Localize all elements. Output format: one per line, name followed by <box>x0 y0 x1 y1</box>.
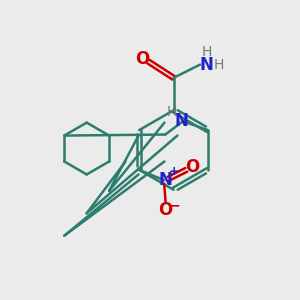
Text: O: O <box>135 50 149 68</box>
Text: N: N <box>200 56 214 74</box>
Text: H: H <box>201 45 212 59</box>
Text: H: H <box>167 105 177 119</box>
Text: H: H <box>214 58 224 72</box>
Text: −: − <box>169 199 180 213</box>
Text: O: O <box>158 201 173 219</box>
Text: N: N <box>175 112 188 130</box>
Text: +: + <box>168 165 179 178</box>
Text: N: N <box>159 171 172 189</box>
Text: O: O <box>186 158 200 176</box>
